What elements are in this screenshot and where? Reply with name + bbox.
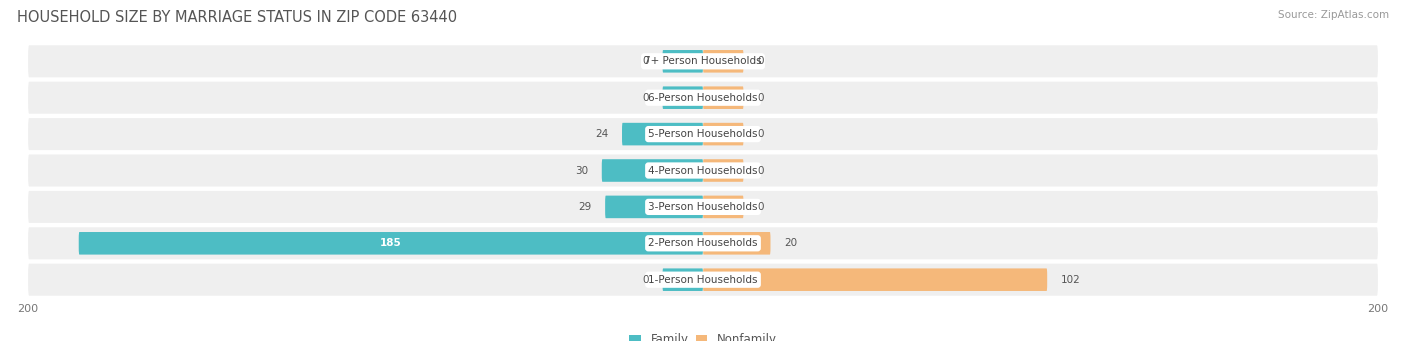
- Text: 24: 24: [595, 129, 609, 139]
- FancyBboxPatch shape: [662, 50, 703, 73]
- FancyBboxPatch shape: [28, 227, 1378, 259]
- FancyBboxPatch shape: [662, 86, 703, 109]
- Text: 20: 20: [785, 238, 797, 248]
- Text: 0: 0: [756, 129, 763, 139]
- FancyBboxPatch shape: [703, 86, 744, 109]
- Text: 2-Person Households: 2-Person Households: [648, 238, 758, 248]
- Text: 29: 29: [578, 202, 592, 212]
- Text: 0: 0: [643, 56, 650, 66]
- Text: 1-Person Households: 1-Person Households: [648, 275, 758, 285]
- FancyBboxPatch shape: [28, 118, 1378, 150]
- Text: 102: 102: [1060, 275, 1080, 285]
- Text: 0: 0: [756, 165, 763, 176]
- Text: 30: 30: [575, 165, 588, 176]
- FancyBboxPatch shape: [602, 159, 703, 182]
- FancyBboxPatch shape: [621, 123, 703, 145]
- FancyBboxPatch shape: [703, 159, 744, 182]
- Text: 185: 185: [380, 238, 402, 248]
- Text: 4-Person Households: 4-Person Households: [648, 165, 758, 176]
- FancyBboxPatch shape: [703, 232, 770, 255]
- FancyBboxPatch shape: [28, 264, 1378, 296]
- Text: 3-Person Households: 3-Person Households: [648, 202, 758, 212]
- Text: 0: 0: [756, 56, 763, 66]
- FancyBboxPatch shape: [703, 123, 744, 145]
- FancyBboxPatch shape: [662, 268, 703, 291]
- FancyBboxPatch shape: [28, 82, 1378, 114]
- FancyBboxPatch shape: [79, 232, 703, 255]
- Text: 0: 0: [756, 93, 763, 103]
- Text: HOUSEHOLD SIZE BY MARRIAGE STATUS IN ZIP CODE 63440: HOUSEHOLD SIZE BY MARRIAGE STATUS IN ZIP…: [17, 10, 457, 25]
- Text: 6-Person Households: 6-Person Households: [648, 93, 758, 103]
- Text: 7+ Person Households: 7+ Person Households: [644, 56, 762, 66]
- FancyBboxPatch shape: [28, 154, 1378, 187]
- Text: 0: 0: [756, 202, 763, 212]
- FancyBboxPatch shape: [703, 196, 744, 218]
- Text: 0: 0: [643, 275, 650, 285]
- FancyBboxPatch shape: [28, 45, 1378, 77]
- FancyBboxPatch shape: [28, 191, 1378, 223]
- FancyBboxPatch shape: [703, 268, 1047, 291]
- Legend: Family, Nonfamily: Family, Nonfamily: [624, 329, 782, 341]
- FancyBboxPatch shape: [703, 50, 744, 73]
- Text: 5-Person Households: 5-Person Households: [648, 129, 758, 139]
- Text: 0: 0: [643, 93, 650, 103]
- FancyBboxPatch shape: [605, 196, 703, 218]
- Text: Source: ZipAtlas.com: Source: ZipAtlas.com: [1278, 10, 1389, 20]
